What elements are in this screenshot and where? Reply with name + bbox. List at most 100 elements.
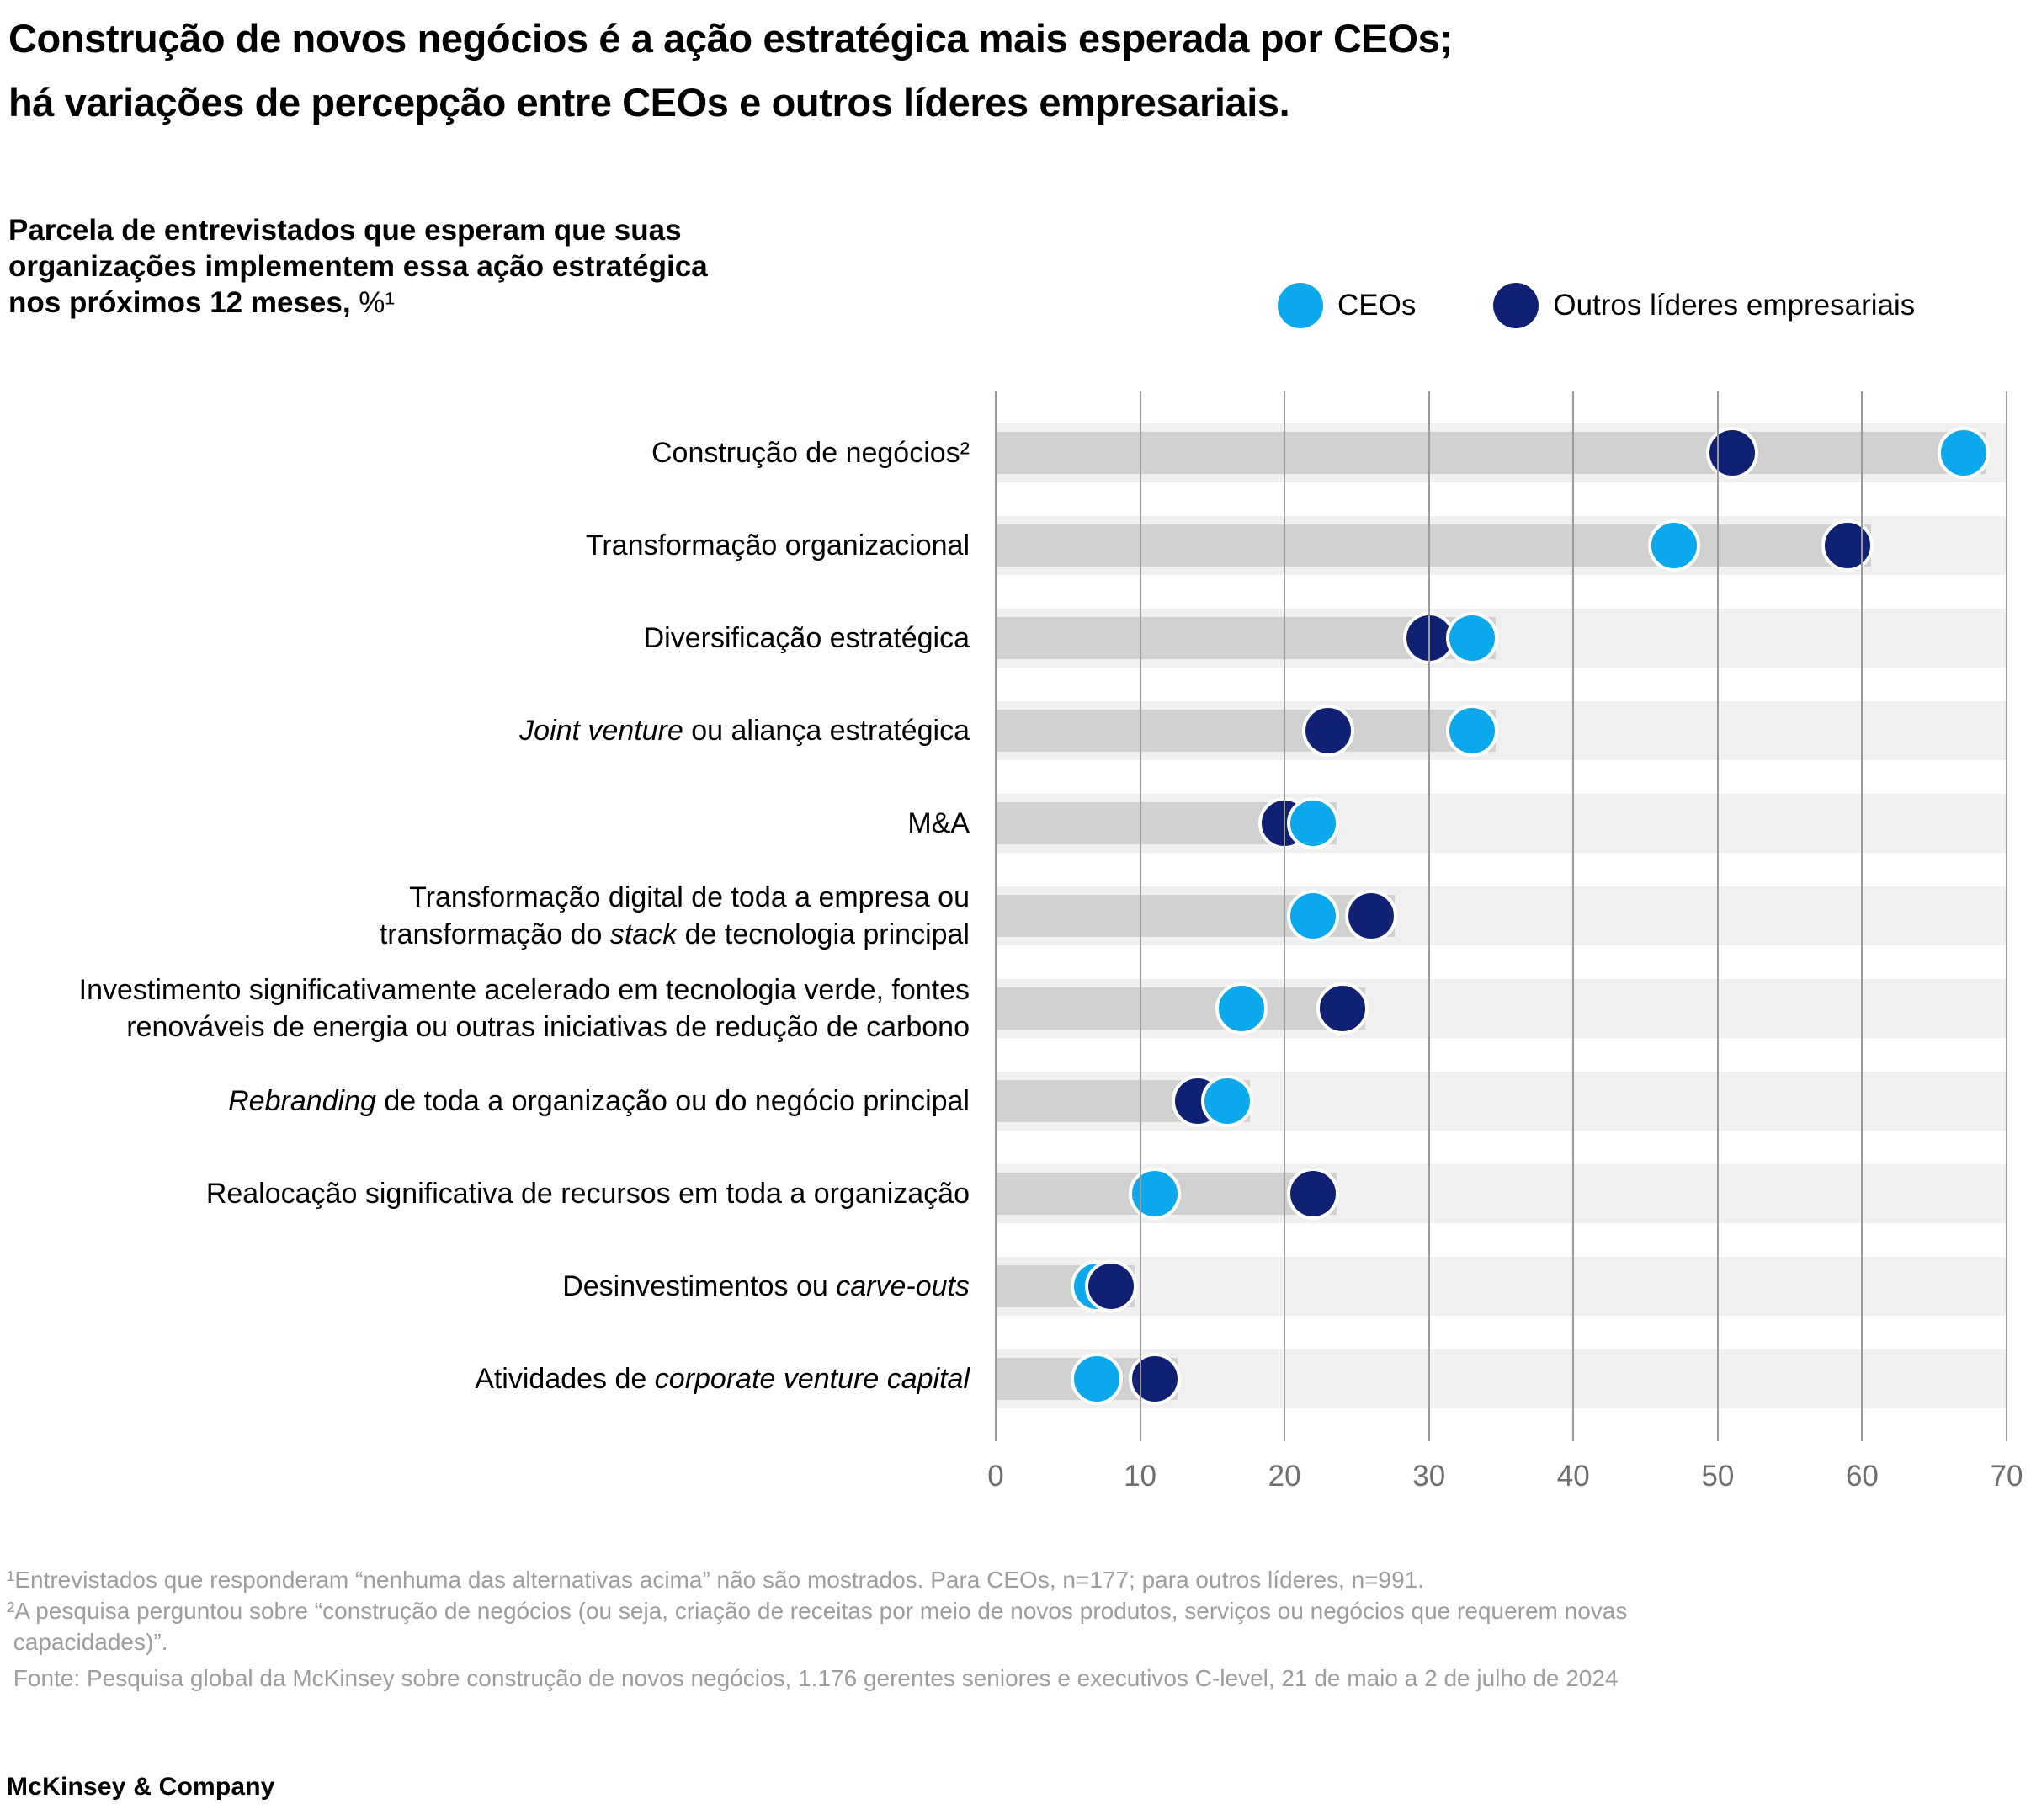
category-label-text: Diversificação estratégica <box>644 620 970 657</box>
grid-line-30 <box>1428 391 1430 1441</box>
category-label-text: Construção de negócios² <box>651 434 970 471</box>
legend: CEOs Outros líderes empresariais <box>1278 283 1915 328</box>
text-segment: transformação do <box>379 918 610 950</box>
category-label-text: Transformação organizacional <box>586 527 970 564</box>
grid-line-20 <box>1284 391 1286 1441</box>
grid-line-60 <box>1861 391 1864 1441</box>
footnote-line: ²A pesquisa perguntou sobre “construção … <box>7 1598 1628 1624</box>
category-label: Investimento significativamente acelerad… <box>0 962 970 1055</box>
outros-dot <box>1085 1260 1138 1312</box>
category-label: Construção de negócios² <box>0 407 970 499</box>
category-label: Joint venture ou aliança estratégica <box>0 684 970 777</box>
ceos-dot <box>1287 797 1340 849</box>
footnote-line: ¹Entrevistados que responderam “nenhuma … <box>7 1567 1425 1593</box>
category-label-text: Realocação significativa de recursos em … <box>206 1175 970 1212</box>
ceos-dot <box>1287 890 1340 942</box>
row-range-bar <box>996 987 1366 1030</box>
row-range-bar <box>996 524 1871 567</box>
legend-item-outros: Outros líderes empresariais <box>1493 283 1915 328</box>
text-segment: Parcela de entrevistados que esperam que… <box>8 214 682 247</box>
footnotes: ¹Entrevistados que responderam “nenhuma … <box>7 1564 1627 1694</box>
x-tick-label: 40 <box>1556 1460 1590 1493</box>
text-segment: corporate venture capital <box>654 1363 970 1395</box>
exhibit-subtitle: Parcela de entrevistados que esperam que… <box>8 212 708 321</box>
subtitle-line: Parcela de entrevistados que esperam que… <box>8 212 708 248</box>
row-range-bar <box>996 710 1496 752</box>
category-label-text: Joint venture ou aliança estratégica <box>519 712 970 749</box>
category-label: Transformação organizacional <box>0 499 970 592</box>
x-tick-label: 10 <box>1124 1460 1157 1493</box>
legend-item-ceos: CEOs <box>1278 283 1416 328</box>
text-segment: de tecnologia principal <box>677 918 970 950</box>
title-line: há variações de percepção entre CEOs e o… <box>8 80 1290 125</box>
outros-dot <box>1706 427 1758 479</box>
legend-label: Outros líderes empresariais <box>1553 289 1916 322</box>
x-tick-label: 60 <box>1845 1460 1879 1493</box>
grid-line-10 <box>1139 391 1141 1441</box>
category-label-text: M&A <box>907 805 970 842</box>
text-segment: Desinvestimentos ou <box>562 1270 837 1302</box>
category-label-text: Investimento significativamente acelerad… <box>79 971 970 1046</box>
exhibit-title: Construção de novos negócios é a ação es… <box>8 7 1453 135</box>
category-label-text: Transformação digital de toda a empresa … <box>380 879 970 953</box>
outros-legend-dot <box>1493 283 1539 328</box>
text-segment: Rebranding <box>228 1085 376 1117</box>
category-label: Diversificação estratégica <box>0 592 970 684</box>
category-label-text: Desinvestimentos ou carve-outs <box>562 1268 970 1305</box>
grid-line-0 <box>995 391 997 1441</box>
text-segment: de toda a organização ou do negócio prin… <box>375 1085 970 1117</box>
x-tick-label: 0 <box>987 1460 1004 1493</box>
text-segment: Transformação digital de toda a empresa … <box>409 881 970 913</box>
subtitle-line: nos próximos 12 meses, %¹ <box>8 285 708 321</box>
text-segment: %¹ <box>350 286 396 319</box>
outros-dot <box>1287 1168 1340 1220</box>
title-line: Construção de novos negócios é a ação es… <box>8 16 1453 61</box>
category-label: Desinvestimentos ou carve-outs <box>0 1240 970 1333</box>
grid-line-50 <box>1716 391 1719 1441</box>
category-label: M&A <box>0 777 970 870</box>
category-label: Atividades de corporate venture capital <box>0 1333 970 1425</box>
category-label: Rebranding de toda a organização ou do n… <box>0 1055 970 1147</box>
text-segment: Investimento significativamente acelerad… <box>78 974 970 1006</box>
outros-dot <box>1316 982 1369 1035</box>
ceos-dot <box>1446 612 1499 664</box>
outros-dot <box>1345 890 1398 942</box>
text-segment: Construção de negócios² <box>651 437 970 469</box>
category-label-text: Rebranding de toda a organização ou do n… <box>228 1083 970 1120</box>
text-segment: Joint venture <box>519 715 683 747</box>
category-label: Transformação digital de toda a empresa … <box>0 870 970 962</box>
grid-line-40 <box>1572 391 1575 1441</box>
text-segment: Transformação organizacional <box>585 530 970 561</box>
category-label-text: Atividades de corporate venture capital <box>475 1360 970 1397</box>
ceos-dot <box>1446 705 1499 757</box>
ceos-dot <box>1128 1168 1181 1220</box>
text-segment: Realocação significativa de recursos em … <box>205 1178 970 1210</box>
row-range-bar <box>996 432 1986 474</box>
x-tick-label: 30 <box>1412 1460 1446 1493</box>
text-segment: carve-outs <box>836 1270 970 1302</box>
mckinsey-logo: McKinsey & Company <box>7 1773 275 1801</box>
ceos-legend-dot <box>1278 283 1323 328</box>
source-note: Fonte: Pesquisa global da McKinsey sobre… <box>7 1665 1619 1691</box>
text-segment: nos próximos 12 meses, <box>8 286 351 319</box>
text-segment: organizações implementem essa ação estra… <box>8 250 708 283</box>
ceos-dot <box>1648 519 1701 572</box>
x-tick-label: 50 <box>1701 1460 1735 1493</box>
row-track <box>996 1257 2007 1316</box>
outros-dot <box>1301 705 1354 757</box>
x-tick-label: 20 <box>1268 1460 1301 1493</box>
text-segment: stack <box>609 918 678 950</box>
outros-dot <box>1821 519 1874 572</box>
ceos-dot <box>1071 1353 1124 1405</box>
text-segment: Diversificação estratégica <box>643 622 970 654</box>
category-label: Realocação significativa de recursos em … <box>0 1147 970 1240</box>
footnote-line: capacidades)”. <box>7 1629 168 1655</box>
x-tick-label: 70 <box>1990 1460 2023 1493</box>
ceos-dot <box>1215 982 1268 1035</box>
text-segment: ou aliança estratégica <box>683 715 970 747</box>
legend-label: CEOs <box>1337 289 1417 322</box>
text-segment: renováveis de energia ou outras iniciati… <box>126 1011 970 1043</box>
grid-line-70 <box>2005 391 2007 1441</box>
